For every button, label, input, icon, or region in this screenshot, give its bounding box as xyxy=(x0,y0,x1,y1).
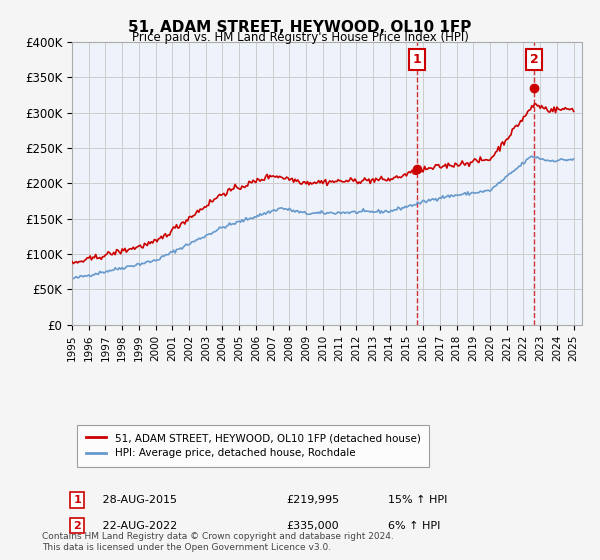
Text: £335,000: £335,000 xyxy=(286,521,339,530)
Text: 51, ADAM STREET, HEYWOOD, OL10 1FP: 51, ADAM STREET, HEYWOOD, OL10 1FP xyxy=(128,20,472,35)
Text: £219,995: £219,995 xyxy=(286,495,340,505)
Text: 22-AUG-2022: 22-AUG-2022 xyxy=(92,521,178,530)
Text: 15% ↑ HPI: 15% ↑ HPI xyxy=(388,495,448,505)
Text: 6% ↑ HPI: 6% ↑ HPI xyxy=(388,521,440,530)
Legend: 51, ADAM STREET, HEYWOOD, OL10 1FP (detached house), HPI: Average price, detache: 51, ADAM STREET, HEYWOOD, OL10 1FP (deta… xyxy=(77,425,429,466)
Text: 2: 2 xyxy=(530,53,539,66)
Text: Price paid vs. HM Land Registry's House Price Index (HPI): Price paid vs. HM Land Registry's House … xyxy=(131,31,469,44)
Text: Contains HM Land Registry data © Crown copyright and database right 2024.
This d: Contains HM Land Registry data © Crown c… xyxy=(42,532,394,552)
Text: 2: 2 xyxy=(73,521,81,530)
Text: 1: 1 xyxy=(413,53,422,66)
Text: 1: 1 xyxy=(73,495,81,505)
Text: 28-AUG-2015: 28-AUG-2015 xyxy=(92,495,178,505)
